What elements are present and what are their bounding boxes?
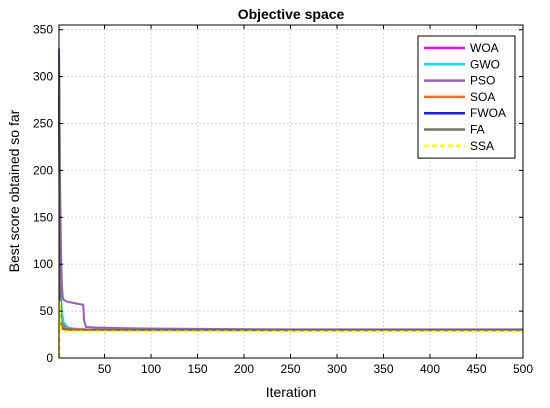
legend-label-fa: FA <box>470 123 485 137</box>
legend-label-fwoa: FWOA <box>470 106 506 120</box>
y-tick-label: 250 <box>33 116 53 130</box>
y-tick-label: 350 <box>33 23 53 37</box>
series-line-fa <box>58 57 523 332</box>
y-tick-label: 150 <box>33 210 53 224</box>
x-tick-label: 200 <box>234 362 254 376</box>
chart-title: Objective space <box>238 6 345 22</box>
series-lines <box>58 48 524 359</box>
axis-ticks: 50 100 150 200 250 300 350 400 450 500 0 50 100 150 20… <box>33 23 533 376</box>
y-tick-label: 0 <box>46 351 53 365</box>
x-tick-label: 500 <box>513 362 533 376</box>
x-tick-label: 400 <box>420 362 440 376</box>
legend-label-soa: SOA <box>470 90 495 104</box>
x-tick-label: 50 <box>98 362 112 376</box>
legend: WOA GWO PSO SOA FWOA FA SSA <box>417 35 516 159</box>
x-tick-label: 250 <box>281 362 301 376</box>
grid <box>59 25 523 358</box>
legend-label-pso: PSO <box>470 74 495 88</box>
series-line-pso <box>58 48 523 331</box>
series-line-ssa <box>58 300 523 359</box>
x-axis-label: Iteration <box>266 384 317 400</box>
legend-label-ssa: SSA <box>470 139 494 153</box>
x-tick-label: 450 <box>466 362 486 376</box>
x-tick-label: 150 <box>188 362 208 376</box>
y-tick-label: 300 <box>33 70 53 84</box>
x-tick-label: 300 <box>327 362 347 376</box>
y-axis-label: Best score obtained so far <box>6 109 22 272</box>
x-tick-label: 350 <box>374 362 394 376</box>
legend-label-gwo: GWO <box>470 57 500 71</box>
y-tick-label: 50 <box>40 304 54 318</box>
x-tick-label: 100 <box>141 362 161 376</box>
y-tick-label: 100 <box>33 257 53 271</box>
y-tick-label: 200 <box>33 163 53 177</box>
legend-label-woa: WOA <box>470 41 499 55</box>
